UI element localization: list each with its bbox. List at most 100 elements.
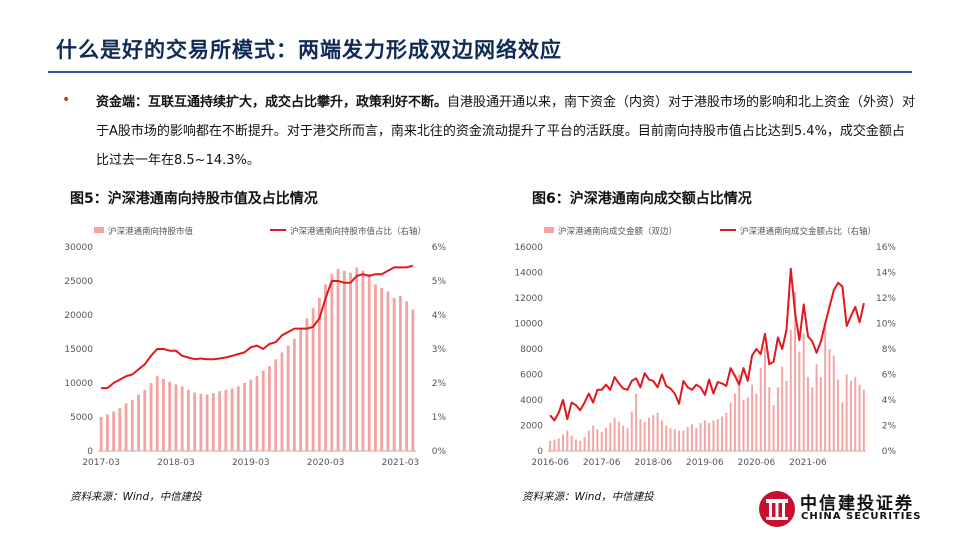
- bar: [686, 426, 689, 451]
- bar: [137, 394, 140, 451]
- bar: [130, 400, 134, 451]
- y-left-tick-label: 0: [537, 447, 543, 457]
- bar: [768, 387, 771, 451]
- y-right-tick-label: 3%: [432, 345, 447, 355]
- bar: [286, 345, 290, 451]
- bar: [243, 383, 246, 451]
- bar: [305, 318, 309, 451]
- x-tick-label: 2020-06: [738, 458, 776, 468]
- bar: [617, 421, 620, 451]
- legend: 沪深港通南向持股市值 沪深港通南向持股市值占比（右轴）: [94, 226, 426, 237]
- bar: [626, 428, 629, 451]
- bar: [557, 438, 560, 451]
- x-tick-label: 2017-06: [583, 458, 621, 468]
- chart-fig6: 沪深港通南向成交金额（双边） 沪深港通南向成交金额占比（右轴） 0 2000 4000 6…: [514, 226, 897, 468]
- bar: [712, 420, 715, 451]
- y-right-tick-label: 8%: [882, 345, 897, 355]
- bar: [149, 383, 153, 451]
- bar: [330, 274, 334, 451]
- legend-bar-label: 沪深港通南向成交金额（双边）: [558, 226, 677, 237]
- bar: [703, 420, 706, 451]
- bar: [268, 366, 271, 451]
- fig5-title: 图5：沪深港通南向持股市值及占比情况: [70, 191, 318, 207]
- bar: [124, 403, 128, 451]
- x-tick-label: 2018-03: [157, 458, 195, 468]
- bar: [802, 333, 805, 451]
- y-left-tick-label: 15000: [64, 345, 93, 355]
- bar: [725, 412, 728, 451]
- bar: [742, 400, 745, 451]
- legend-bar-label: 沪深港通南向持股市值: [108, 226, 194, 237]
- y-right-tick-label: 16%: [876, 243, 896, 253]
- legend-line-label: 沪深港通南向成交金额占比（右轴）: [740, 226, 876, 237]
- bar: [807, 377, 809, 451]
- y-right-tick-label: 2%: [882, 422, 897, 432]
- y-right-tick-label: 6%: [432, 243, 447, 253]
- y-left-tick-label: 25000: [64, 277, 93, 287]
- bar: [118, 408, 122, 451]
- bar: [562, 434, 565, 451]
- series-line: [101, 264, 414, 390]
- bar: [660, 420, 663, 451]
- bar: [622, 425, 625, 451]
- bar: [324, 284, 327, 451]
- bar: [355, 267, 359, 451]
- bar: [162, 378, 165, 451]
- bar: [600, 431, 603, 451]
- legend-bar-swatch: [544, 227, 554, 233]
- bar: [574, 439, 577, 451]
- bar: [729, 402, 732, 451]
- bar: [854, 377, 857, 451]
- bar: [224, 389, 228, 451]
- bar: [187, 389, 190, 451]
- bar: [609, 422, 612, 451]
- x-tick-label: 2019-06: [686, 458, 724, 468]
- bar: [849, 380, 852, 451]
- bar: [751, 384, 754, 451]
- fig6-title: 图6：沪深港通南向成交额占比情况: [532, 191, 752, 207]
- bar: [299, 328, 303, 451]
- bar: [399, 295, 402, 451]
- x-tick-label: 2017-03: [82, 458, 120, 468]
- x-tick-label: 2016-06: [531, 458, 569, 468]
- y-left-tick-label: 14000: [514, 269, 543, 279]
- bar: [317, 298, 321, 451]
- bar: [374, 284, 377, 451]
- bar: [411, 309, 415, 451]
- bar: [367, 274, 371, 451]
- bar: [112, 411, 115, 451]
- bar: [174, 384, 178, 451]
- bar: [656, 412, 659, 451]
- bar: [155, 376, 159, 451]
- bar: [199, 393, 203, 451]
- x-tick-label: 2019-03: [232, 458, 270, 468]
- bar: [587, 430, 590, 451]
- bar: [841, 402, 844, 451]
- legend: 沪深港通南向成交金额（双边） 沪深港通南向成交金额占比（右轴）: [544, 226, 876, 237]
- bar: [336, 268, 340, 451]
- bar: [342, 270, 346, 451]
- bullet-icon: •: [62, 92, 71, 108]
- y-left-tick-label: 2000: [520, 422, 543, 432]
- series-line: [549, 267, 865, 422]
- bar: [630, 411, 633, 451]
- bar: [592, 425, 595, 451]
- bar: [845, 374, 848, 451]
- bar: [759, 368, 762, 451]
- title-divider: [48, 71, 912, 73]
- bar: [785, 380, 788, 451]
- y-left-tick-label: 8000: [520, 345, 543, 355]
- bar: [648, 417, 650, 451]
- bar: [699, 422, 702, 451]
- y-right-tick-label: 2%: [432, 379, 447, 389]
- bar: [764, 346, 766, 451]
- bar: [815, 364, 818, 451]
- y-right-tick-label: 12%: [876, 294, 896, 304]
- bar: [236, 386, 240, 451]
- bar: [274, 359, 278, 451]
- bar: [570, 435, 573, 451]
- bar: [553, 439, 556, 451]
- page-title: 什么是好的交易所模式：两端发力形成双边网络效应: [56, 38, 562, 62]
- bar: [405, 301, 409, 451]
- bar: [605, 428, 607, 451]
